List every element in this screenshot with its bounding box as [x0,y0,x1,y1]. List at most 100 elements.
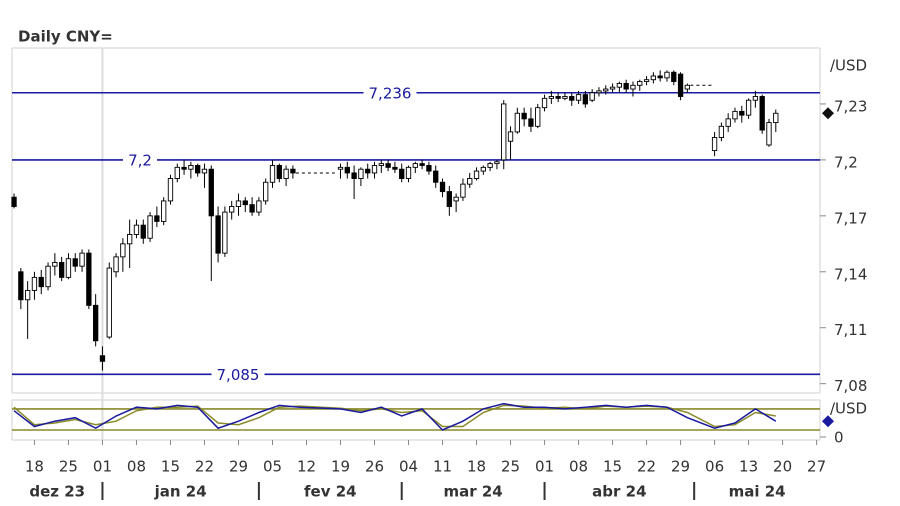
candle-body [514,112,520,133]
month-label: fev 24 [304,483,357,501]
level-label-bg [123,156,157,163]
x-tick-label: 29 [229,458,248,476]
candle-body [569,96,575,101]
candle-body [616,82,623,88]
candle-body [249,204,255,213]
level-label: 7,085 [217,366,260,384]
candle-body [208,168,214,217]
candle-body [657,75,663,79]
candle-body [399,168,405,179]
candle-body [133,224,140,235]
x-tick-label: 18 [25,458,44,476]
candle-body [439,181,446,193]
candle-body [507,131,514,142]
x-tick-label: 06 [705,458,724,476]
candle-body [38,276,44,288]
candle-body [630,84,636,90]
month-label: mar 24 [444,483,503,501]
candle-body [453,196,459,202]
x-tick-label: 20 [773,458,792,476]
y-tick-label: 7,11 [834,321,867,339]
candle-body [433,170,439,183]
x-tick-label: 15 [603,458,622,476]
x-tick-label: 25 [59,458,78,476]
candle-body [161,200,167,222]
candle-body [637,81,643,86]
candle-body [541,97,548,109]
candle-body [378,163,384,166]
x-tick-label: 27 [807,458,826,476]
x-tick-label: 01 [535,458,554,476]
x-tick-label: 13 [739,458,758,476]
candle-body [86,252,92,306]
candle-body [548,96,554,99]
candle-body [745,99,752,116]
x-tick-label: 11 [433,458,452,476]
candle-body [181,166,187,170]
level-label-bg [211,371,265,378]
candle-body [188,165,194,170]
candle-body [684,84,691,90]
candle-body [582,94,589,105]
candle-body [140,224,146,239]
candle-body [93,304,99,342]
candle-body [603,88,609,92]
candle-body [467,178,473,185]
candle-body [215,215,221,254]
candle-body [371,165,378,174]
candle-body [480,166,486,172]
candle-body [31,276,38,291]
candle-body [643,79,650,83]
last-value-marker [822,415,834,428]
candle-body [113,256,119,273]
x-tick-label: 22 [195,458,214,476]
y-tick-label: 0 [834,429,844,447]
candle-body [18,271,24,301]
candle-body [501,103,507,161]
candle-body [276,165,282,179]
level-label-bg [363,89,417,96]
candle-body [575,94,582,101]
x-tick-label: 25 [501,458,520,476]
month-label: dez 23 [29,483,85,501]
candle-body [222,211,228,254]
candle-body [752,96,759,101]
candle-body [358,168,364,179]
candle-body [494,161,500,165]
chart-title: Daily CNY= [18,28,113,46]
last-value-marker [822,107,834,120]
candle-body [732,110,738,120]
candle-body [290,168,296,174]
candle-body [405,166,412,179]
candle-body [58,262,65,278]
x-tick-label: 08 [569,458,588,476]
candle-body [65,258,72,278]
candle-body [739,110,745,116]
y-unit: /USD [830,57,867,75]
candle-body [79,252,85,267]
candle-body [392,166,398,170]
y-tick-label: 7,17 [834,209,867,227]
y-tick-label: 7,23 [834,97,867,115]
y-unit: /USD [830,400,867,418]
candle-body [419,163,425,166]
candle-body [344,166,350,174]
candle-body [351,172,357,179]
candle-body [535,107,541,127]
candle-body [773,112,779,124]
oscillator-panel [11,399,821,441]
candle-body [120,243,126,258]
x-tick-label: 08 [127,458,146,476]
x-tick-label: 22 [637,458,656,476]
candle-body [235,200,242,207]
x-tick-label: 26 [365,458,384,476]
candle-body [174,166,180,179]
candle-body [650,75,657,81]
candle-body [426,165,432,172]
candle-body [677,73,684,97]
candle-body [11,196,17,207]
candle-body [229,206,235,213]
candle-body [555,96,561,99]
candle-body [256,200,262,213]
